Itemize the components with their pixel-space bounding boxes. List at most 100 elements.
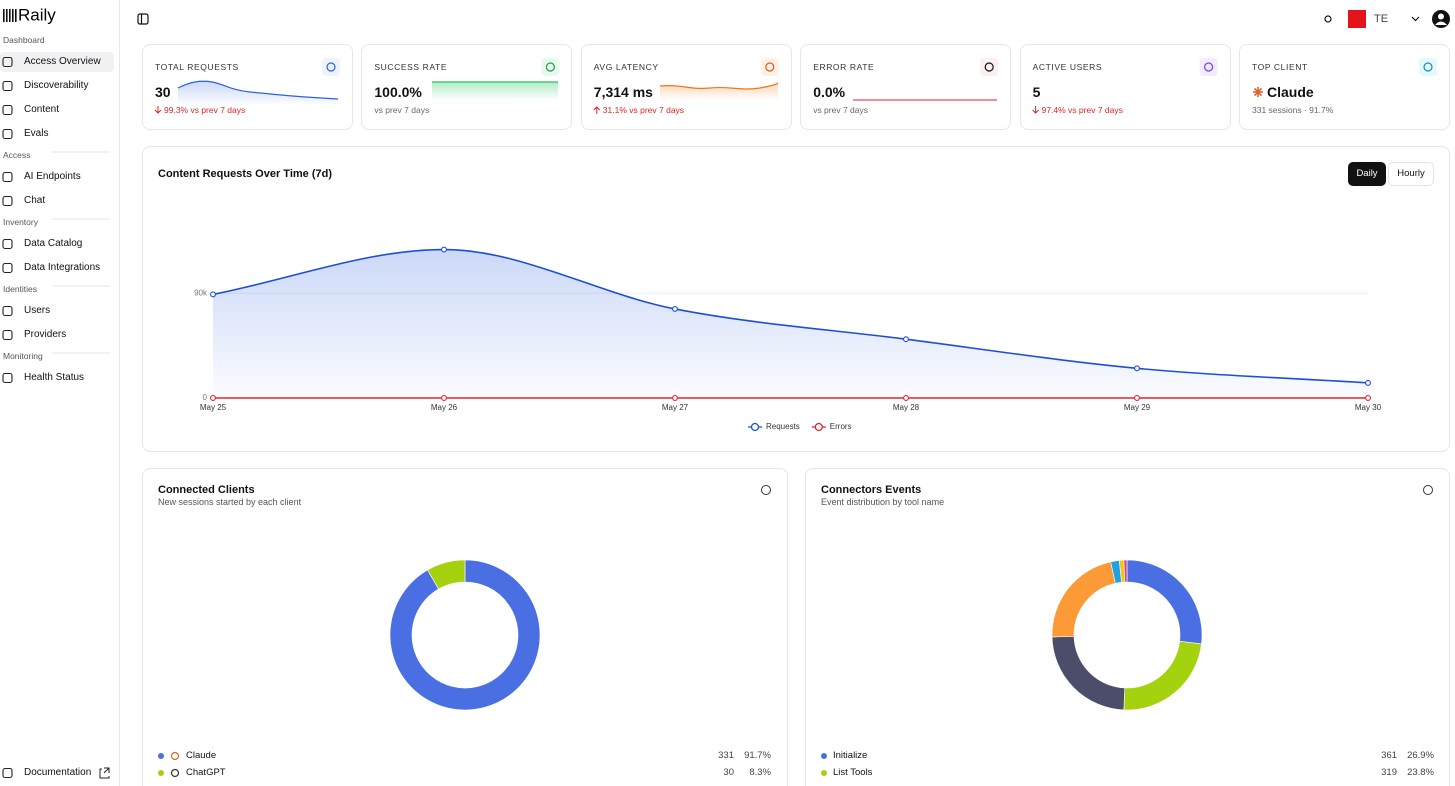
nav-item[interactable]: AI Endpoints — [24, 171, 81, 182]
legend-label: Initialize — [833, 750, 868, 761]
point — [441, 246, 447, 253]
info-icon[interactable] — [761, 485, 771, 495]
sparkline — [177, 80, 339, 100]
kpi-value: Claude — [1267, 84, 1314, 100]
nav-icon — [2, 171, 13, 183]
kpi-icon — [765, 62, 775, 72]
org-logo — [1348, 10, 1366, 28]
point — [210, 395, 216, 401]
point — [1365, 379, 1371, 386]
kpi-value: 0.0% — [813, 84, 846, 100]
sparkline — [659, 82, 779, 90]
point — [210, 291, 216, 298]
kpi-value: 30 — [155, 84, 171, 100]
nav-footer[interactable]: Documentation — [24, 767, 92, 778]
nav-item[interactable]: Health Status — [24, 372, 85, 383]
nav-item[interactable]: Data Integrations — [24, 262, 101, 273]
sidebar — [0, 0, 120, 786]
legend-label: Errors — [830, 422, 852, 431]
toggle-button[interactable]: Daily — [1348, 162, 1386, 186]
kpi-label: TOP CLIENT — [1252, 62, 1308, 72]
nav-icon — [2, 104, 13, 116]
legend-label: ChatGPT — [186, 767, 226, 778]
sparkline-area — [178, 81, 338, 104]
section-title: Access — [3, 150, 31, 160]
legend-share: 8.3% — [749, 767, 771, 778]
point — [903, 395, 909, 401]
kpi-icon-bg — [1199, 58, 1218, 76]
kpi-icon-bg — [1419, 58, 1437, 76]
donut-slice — [1051, 561, 1116, 638]
x-tick-label: May 25 — [200, 403, 227, 412]
sidebar-toggle[interactable] — [137, 13, 149, 25]
card-subtitle: New sessions started by each client — [158, 497, 302, 507]
kpi-icon — [1203, 62, 1214, 72]
logo-mark — [3, 9, 17, 22]
nav-item[interactable]: Access Overview — [24, 56, 101, 67]
point — [903, 336, 909, 343]
kpi-delta: 97.4% vs prev 7 days — [1041, 105, 1123, 115]
nav-item[interactable]: Data Catalog — [24, 238, 83, 249]
nav-item[interactable]: Chat — [24, 195, 46, 206]
kpi-card — [1019, 44, 1231, 130]
legend-marker — [750, 422, 760, 432]
nav-icon — [2, 329, 13, 341]
donut-slice — [1051, 636, 1126, 711]
info-icon[interactable] — [1423, 485, 1433, 495]
kpi-card — [800, 44, 1012, 130]
kpi-icon — [326, 62, 336, 72]
section-title: Inventory — [3, 217, 38, 227]
kpi-card — [1239, 44, 1450, 130]
nav-icon — [2, 372, 13, 384]
kpi-label: ACTIVE USERS — [1032, 62, 1103, 72]
nav-icon — [2, 238, 13, 250]
kpi-delta: 331 sessions · 91.7% — [1252, 105, 1334, 115]
point — [672, 395, 678, 401]
point — [672, 305, 678, 312]
toggle-button[interactable]: Hourly — [1388, 162, 1434, 186]
x-tick-label: May 27 — [662, 403, 689, 412]
legend-count: 30 — [723, 767, 734, 778]
brand: Raily — [18, 5, 56, 24]
kpi-delta: 31.1% vs prev 7 days — [602, 105, 685, 115]
donut-slice — [1126, 559, 1203, 645]
theme-toggle[interactable] — [1324, 15, 1332, 23]
legend-dot — [158, 753, 164, 759]
nav-item[interactable]: Discoverability — [24, 80, 89, 91]
nav-item[interactable]: Users — [24, 305, 51, 316]
kpi-delta: vs prev 7 days — [813, 105, 868, 115]
legend-marker — [814, 422, 823, 432]
x-tick-label: May 30 — [1355, 403, 1382, 412]
nav-icon — [2, 767, 13, 779]
x-tick-label: May 26 — [431, 403, 458, 412]
nav-icon — [2, 262, 13, 274]
kpi-icon — [545, 62, 556, 72]
area — [213, 249, 1368, 398]
kpi-icon — [984, 62, 994, 72]
nav-icon — [2, 80, 13, 92]
donut-slice — [427, 559, 466, 590]
nav-icon — [2, 56, 13, 68]
kpi-delta: vs prev 7 days — [374, 105, 430, 115]
kpi-card — [142, 44, 353, 130]
client-icon — [170, 751, 180, 761]
card-title: Connected Clients — [158, 484, 255, 496]
avatar-head — [1438, 13, 1444, 20]
user-menu-chevron[interactable] — [1411, 16, 1420, 22]
nav-item[interactable]: Evals — [24, 128, 49, 139]
nav-item[interactable]: Content — [24, 104, 60, 115]
kpi-label: SUCCESS RATE — [374, 62, 448, 72]
nav-item[interactable]: Providers — [24, 329, 67, 340]
legend-share: 23.8% — [1407, 767, 1434, 778]
client-icon — [170, 768, 180, 778]
kpi-value: 7,314 ms — [593, 84, 653, 100]
nav-icon — [2, 128, 13, 140]
kpi-icon — [1423, 62, 1433, 72]
legend-dot — [158, 770, 164, 776]
legend-label: List Tools — [833, 767, 873, 778]
point — [441, 395, 447, 401]
legend-count: 331 — [718, 750, 734, 761]
kpi-icon-bg — [980, 58, 999, 76]
kpi-icon-bg — [760, 58, 779, 76]
